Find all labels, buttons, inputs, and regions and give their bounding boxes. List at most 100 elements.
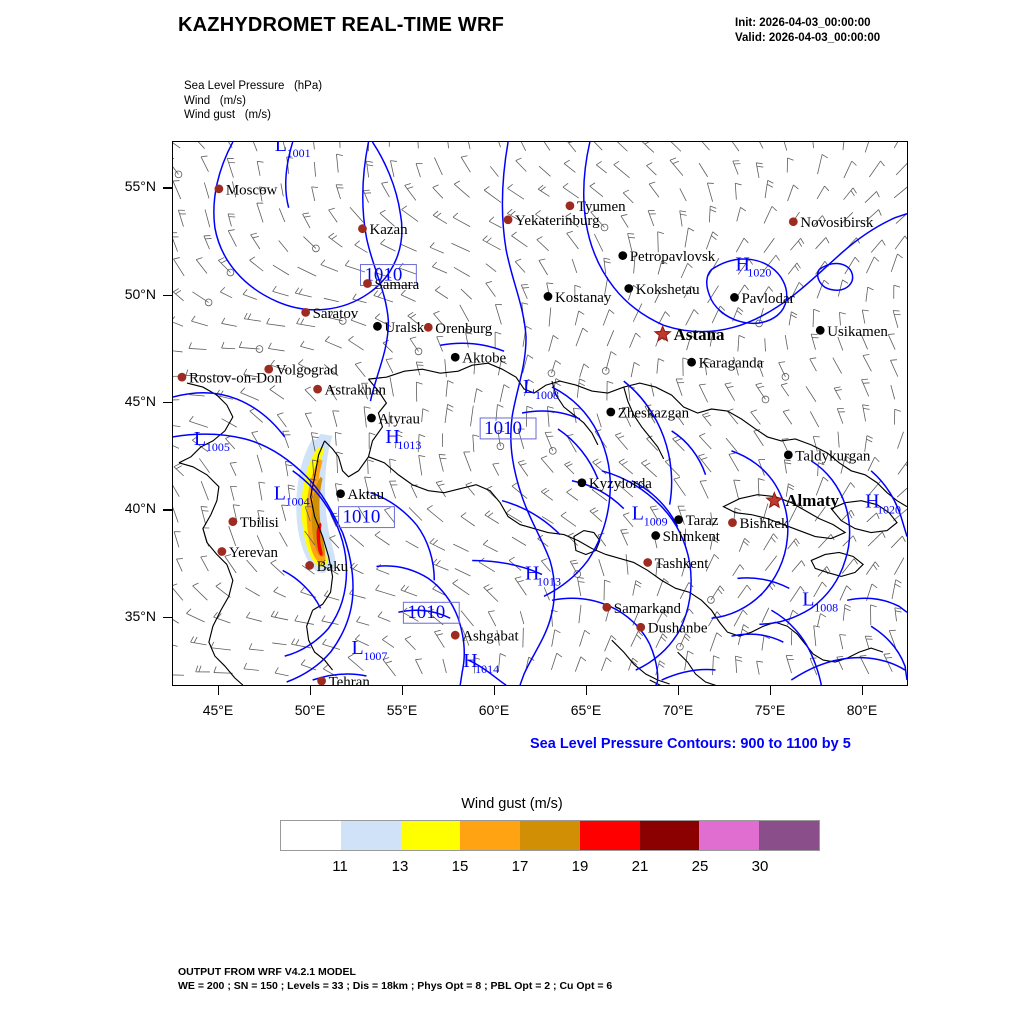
wind-barb-flag: [846, 585, 852, 591]
wind-barb: [571, 258, 578, 273]
wind-barb: [655, 562, 658, 577]
wind-barb: [868, 480, 882, 496]
wind-barb-flag: [589, 507, 596, 512]
wind-barb: [453, 183, 470, 198]
city-dot-icon: [728, 518, 737, 527]
wind-barb: [839, 312, 841, 326]
wind-barb: [782, 411, 793, 425]
wind-barb: [511, 235, 528, 248]
wind-gust-colorbar[interactable]: [280, 820, 820, 851]
wind-barb-flag: [198, 665, 202, 672]
wind-barb: [540, 458, 554, 473]
wind-barb-flag: [298, 288, 303, 295]
wind-barb: [815, 261, 826, 275]
wind-barb-flag: [367, 459, 374, 463]
wind-barb-flag: [497, 430, 505, 433]
city-dot-icon: [217, 547, 227, 556]
wind-barb: [287, 484, 291, 500]
wind-barb: [487, 611, 497, 627]
weather-map[interactable]: L 1001 L 1005 L 1004 L 1007 L 1008 L 1009 L 1008 H 1013…: [172, 141, 908, 686]
wind-barb: [382, 659, 396, 677]
wind-barb: [788, 503, 799, 523]
wind-barb: [189, 394, 205, 397]
wind-barb: [432, 266, 448, 274]
wind-barb-flag: [894, 607, 902, 610]
wind-barb: [867, 531, 883, 547]
wind-barb-flag: [485, 281, 493, 284]
wind-barb: [452, 583, 470, 596]
wind-barb-flag: [770, 537, 776, 543]
wind-barb: [733, 609, 744, 627]
wind-barb-flag: [719, 585, 725, 592]
wind-barb: [453, 266, 470, 277]
wind-barb-flag: [702, 412, 709, 416]
wind-barb: [537, 188, 550, 197]
wind-barb-flag: [661, 260, 668, 265]
wind-barb: [613, 164, 630, 179]
wind-barb-flag: [454, 180, 461, 185]
wind-barb-flag: [735, 659, 743, 662]
wind-barb: [632, 580, 637, 596]
wind-barb: [270, 562, 285, 576]
wind-barb: [550, 653, 558, 670]
y-axis-label: 50°N: [124, 285, 156, 302]
wind-barb-flag: [669, 157, 677, 161]
wind-barb: [813, 215, 823, 226]
wind-barb: [699, 481, 709, 499]
wind-barb-flag: [748, 259, 754, 265]
wind-barb-flag: [228, 229, 235, 232]
wind-barb-flag: [579, 378, 586, 382]
wind-barb: [632, 303, 643, 322]
wind-barb-flag: [266, 317, 270, 324]
wind-barb: [705, 231, 714, 250]
wind-barb: [657, 231, 659, 253]
wind-barb: [188, 348, 207, 350]
wind-barb-flag: [801, 560, 806, 567]
wind-barb-flag: [320, 259, 326, 265]
wind-barb-flag: [434, 629, 441, 633]
wind-barb: [253, 142, 258, 152]
wind-barb: [711, 305, 721, 324]
wind-barb: [421, 408, 424, 423]
wind-barb: [654, 288, 663, 304]
wind-barb-flag: [554, 382, 561, 387]
wind-barb-flag: [285, 464, 293, 467]
wind-barb-flag: [794, 265, 799, 272]
wind-barb: [256, 202, 264, 223]
wind-barb: [514, 578, 527, 596]
wind-barb-flag: [517, 580, 524, 583]
wind-barb: [304, 506, 311, 522]
wind-barb: [291, 643, 312, 649]
wind-barb-flag: [742, 609, 748, 616]
wind-barb-flag: [259, 189, 267, 192]
wind-barb: [281, 504, 287, 522]
wind-barb: [478, 561, 496, 573]
wind-barb-flag: [546, 282, 554, 285]
wind-barb: [197, 142, 205, 149]
colorbar-segment: [281, 821, 341, 850]
wind-barb-flag: [483, 186, 490, 191]
wind-barb-flag: [312, 436, 319, 439]
wind-barb-flag: [173, 257, 180, 260]
wind-barb: [497, 653, 501, 672]
wind-barb-flag: [727, 386, 734, 389]
init-time: Init: 2026-04-03_00:00:00: [735, 17, 871, 29]
wind-barb: [330, 513, 337, 527]
wind-barb-flag: [505, 508, 512, 514]
wind-barb-flag: [632, 657, 638, 663]
wind-barb: [468, 142, 471, 150]
wind-barb-flag: [377, 611, 383, 617]
wind-barb-flag: [447, 380, 454, 384]
wind-barb: [894, 607, 897, 622]
wind-barb: [429, 246, 444, 254]
wind-barb: [334, 432, 337, 446]
wind-barb: [860, 333, 868, 350]
wind-barb-flag: [872, 564, 878, 571]
wind-barb-flag: [848, 512, 853, 519]
x-axis-label: 80°E: [846, 702, 878, 718]
wind-barb: [897, 461, 907, 475]
contour-label-value: 1010: [364, 264, 402, 285]
city-label: Aktau: [348, 487, 385, 503]
city-label: Saratov: [313, 306, 359, 322]
